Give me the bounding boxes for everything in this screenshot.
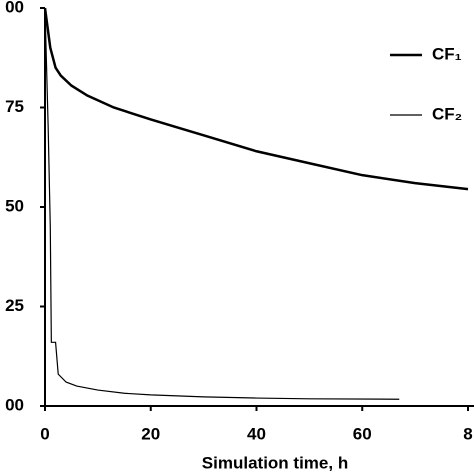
legend-label: CF₁ bbox=[432, 44, 462, 63]
y-tick-label: 25 bbox=[5, 296, 24, 315]
y-tick-label: 00 bbox=[5, 395, 24, 414]
y-tick-label: 50 bbox=[5, 196, 24, 215]
series-line bbox=[43, 7, 469, 191]
x-tick-label: 60 bbox=[353, 424, 372, 443]
legend-label: CF₂ bbox=[432, 104, 462, 123]
x-axis-label: Simulation time, h bbox=[202, 453, 348, 472]
x-tick-label: 40 bbox=[247, 424, 266, 443]
x-tick-label: 0 bbox=[40, 424, 49, 443]
series-line bbox=[44, 7, 400, 400]
y-tick-label: 75 bbox=[5, 97, 24, 116]
y-tick-label: 00 bbox=[5, 0, 24, 16]
x-tick-label: 8 bbox=[463, 424, 472, 443]
x-tick-label: 20 bbox=[141, 424, 160, 443]
